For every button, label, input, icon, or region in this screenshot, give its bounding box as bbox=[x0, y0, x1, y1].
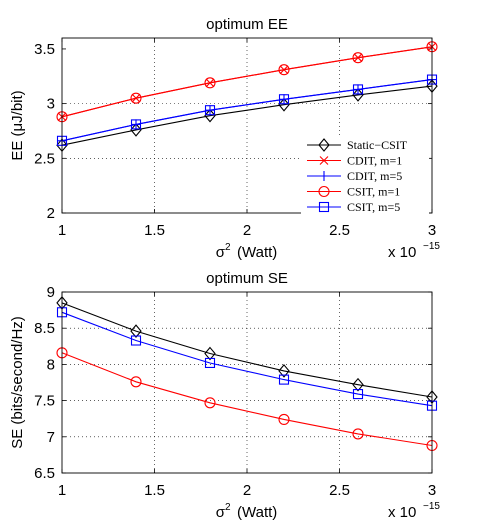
x-tick-label: 2.5 bbox=[329, 482, 350, 499]
y-tick-label: 6.5 bbox=[34, 465, 55, 482]
data-point bbox=[352, 428, 364, 440]
legend-label: CDIT, m=1 bbox=[347, 154, 402, 168]
data-point bbox=[130, 335, 142, 346]
y-tick-label: 9 bbox=[47, 284, 55, 301]
legend-marker bbox=[318, 138, 330, 152]
y-tick-label: 8 bbox=[47, 356, 55, 373]
data-point bbox=[278, 94, 290, 105]
x-axis-label-unit: (Watt) bbox=[237, 504, 277, 521]
data-point bbox=[204, 397, 216, 409]
se-chart: 1 1.5 2 2.5 3 6.5 7 7.5 8 8.5 9 optimum SE SE (bits/… bbox=[9, 270, 440, 521]
y-tick-label: 3 bbox=[47, 96, 55, 113]
x-axis-label-sup: 2 bbox=[225, 502, 231, 513]
data-point bbox=[352, 377, 364, 392]
chart-title: optimum SE bbox=[206, 270, 288, 287]
legend-marker bbox=[319, 171, 329, 181]
series-line bbox=[61, 46, 433, 118]
x-tick-label: 3 bbox=[428, 222, 436, 239]
legend-label: CDIT, m=5 bbox=[347, 169, 402, 183]
x-tick-label: 1.5 bbox=[144, 482, 165, 499]
axes-frame bbox=[61, 291, 433, 474]
data-point bbox=[204, 108, 216, 123]
data-point bbox=[278, 374, 290, 385]
data-point bbox=[278, 97, 290, 112]
y-tick-label: 7 bbox=[47, 429, 55, 446]
data-point bbox=[204, 77, 216, 89]
legend-marker bbox=[318, 185, 330, 198]
legend-label: CSIT, m=1 bbox=[347, 185, 400, 199]
x-tick-label: 2 bbox=[243, 482, 251, 499]
x-tick-label: 1 bbox=[58, 222, 66, 239]
x-axis-label-unit: (Watt) bbox=[237, 244, 277, 261]
legend-marker bbox=[318, 201, 330, 213]
chart-title: optimum EE bbox=[206, 16, 288, 33]
legend-label: Static−CSIT bbox=[347, 138, 408, 152]
data-point bbox=[130, 123, 142, 137]
x-multiplier-base: x 10 bbox=[388, 244, 416, 261]
x-tick-label: 2.5 bbox=[329, 222, 350, 239]
data-point bbox=[352, 52, 364, 64]
data-point bbox=[130, 376, 142, 388]
x-tick-label: 1 bbox=[58, 482, 66, 499]
x-multiplier-exp: −15 bbox=[423, 241, 440, 252]
y-tick-label: 2.5 bbox=[34, 150, 55, 167]
x-multiplier-exp: −15 bbox=[423, 501, 440, 512]
x-multiplier-base: x 10 bbox=[388, 504, 416, 521]
data-point bbox=[278, 413, 290, 425]
legend-marker bbox=[319, 156, 329, 165]
x-tick-label: 3 bbox=[428, 482, 436, 499]
x-axis-label-symbol: σ bbox=[216, 244, 226, 261]
data-point bbox=[204, 105, 216, 116]
x-tick-label: 1.5 bbox=[144, 222, 165, 239]
data-point bbox=[204, 357, 216, 369]
series-line bbox=[61, 79, 433, 142]
series-line bbox=[61, 311, 433, 407]
data-point bbox=[278, 364, 290, 378]
plot-area bbox=[62, 292, 432, 473]
y-tick-label: 7.5 bbox=[34, 393, 55, 410]
data-point bbox=[130, 119, 142, 130]
axes-frame bbox=[61, 37, 433, 214]
legend-label: CSIT, m=5 bbox=[347, 200, 400, 214]
y-axis-label: EE (μJ/bit) bbox=[9, 90, 26, 160]
x-tick-label: 2 bbox=[243, 222, 251, 239]
data-point bbox=[352, 84, 364, 95]
x-axis-label-sup: 2 bbox=[225, 242, 231, 253]
y-tick-label: 2 bbox=[47, 205, 55, 222]
series-line bbox=[61, 302, 433, 398]
data-point bbox=[352, 88, 364, 102]
data-point bbox=[278, 64, 290, 76]
y-tick-label: 8.5 bbox=[34, 320, 55, 337]
data-point bbox=[352, 389, 364, 400]
y-axis-label: SE (bits/second/Hz) bbox=[9, 316, 26, 449]
series-line bbox=[61, 352, 433, 447]
data-point bbox=[204, 346, 216, 361]
y-tick-label: 3.5 bbox=[34, 41, 55, 58]
data-point bbox=[130, 324, 142, 338]
data-point bbox=[130, 92, 142, 104]
x-axis-label-symbol: σ bbox=[216, 504, 226, 521]
series-line bbox=[61, 85, 433, 146]
